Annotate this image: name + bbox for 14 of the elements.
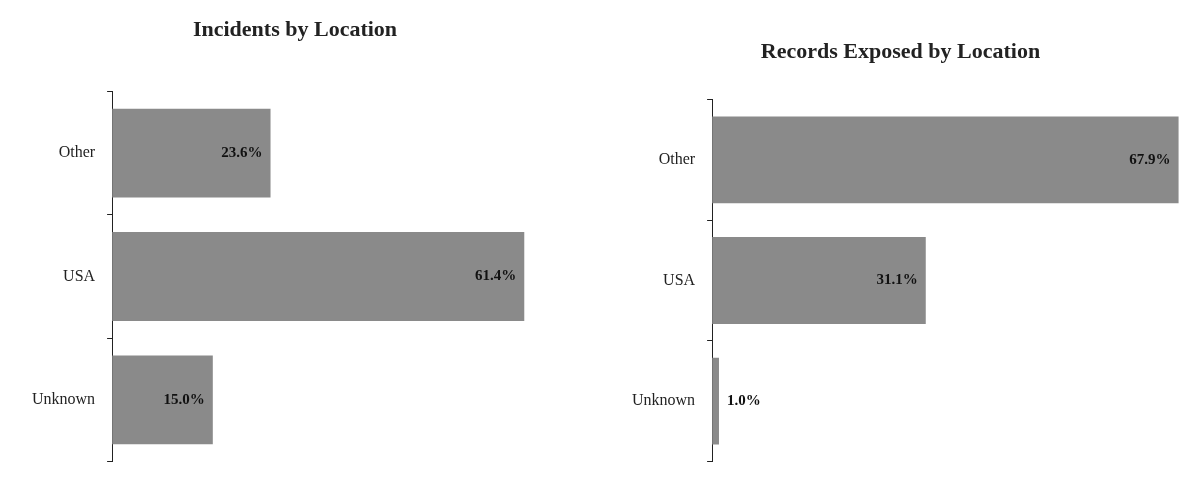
data-label: 61.4% (475, 267, 517, 284)
chart-title: Records Exposed by Location (759, 38, 1042, 64)
data-label: 31.1% (876, 271, 918, 288)
data-label: 23.6% (221, 144, 263, 161)
y-tick-label: Unknown (32, 389, 96, 407)
y-tick-label: Other (58, 143, 96, 161)
data-label: 67.9% (1129, 150, 1171, 167)
y-tick-label: USA (663, 270, 696, 288)
y-tick-label: Unknown (632, 391, 696, 409)
y-tick-label: USA (63, 266, 96, 284)
data-label: 1.0% (726, 391, 761, 408)
y-tick-label: Other (658, 150, 696, 168)
chart-title: Incidents by Location (191, 16, 399, 42)
data-label: 15.0% (163, 390, 205, 407)
